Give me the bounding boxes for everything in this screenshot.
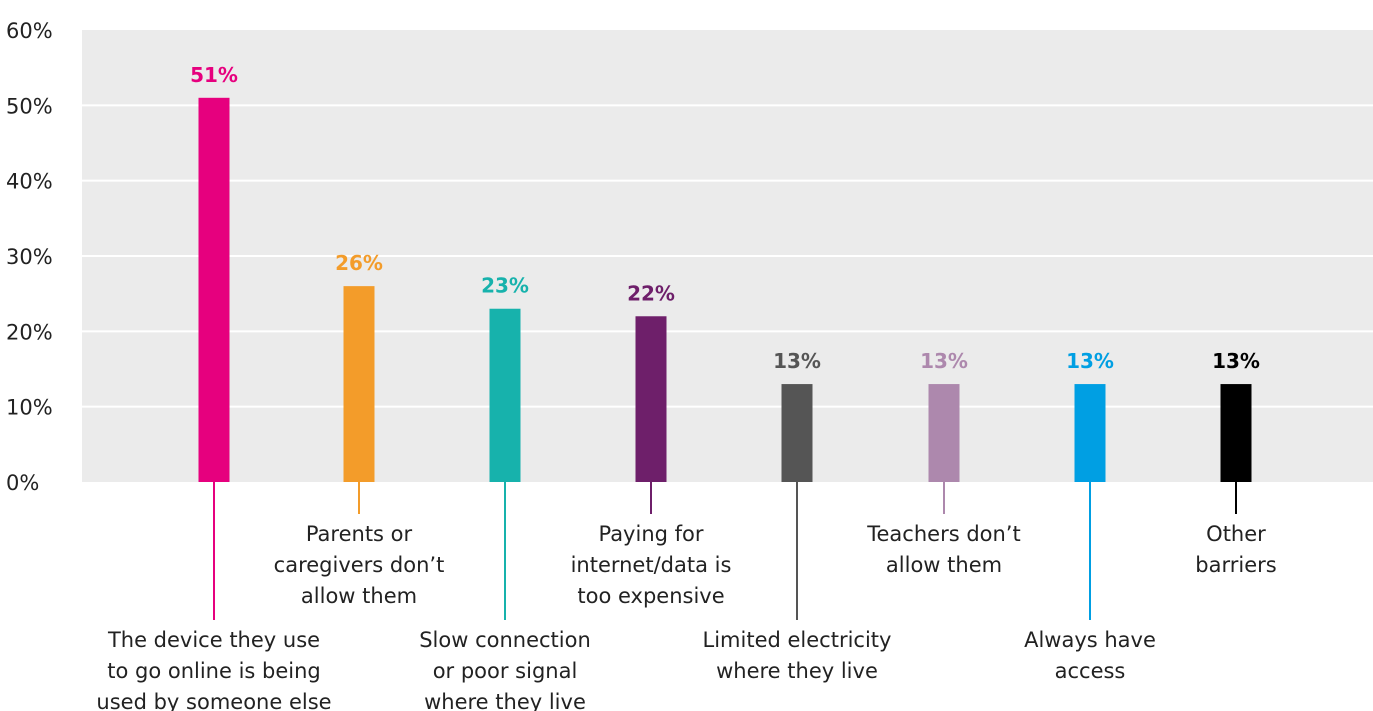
category-label: used by someone else: [96, 690, 331, 711]
y-tick-label: 30%: [6, 245, 53, 269]
bar: [635, 316, 667, 482]
category-label: allow them: [301, 584, 417, 608]
category-label: The device they use: [107, 628, 320, 652]
data-labels: 51% 26% 23% 22% 13% 13% 13% 13%: [190, 63, 1260, 373]
y-tick-label: 10%: [6, 396, 53, 420]
category-label: Paying for: [598, 522, 703, 546]
y-tick-label: 0%: [6, 471, 39, 495]
bar: [928, 384, 960, 482]
data-label: 23%: [481, 274, 529, 298]
category-label: where they live: [716, 659, 878, 683]
category-label: caregivers don’t: [274, 553, 445, 577]
category-label: to go online is being: [107, 659, 321, 683]
data-label: 26%: [335, 251, 383, 275]
gridlines: [82, 104, 1373, 408]
bar: [489, 308, 521, 482]
bar: [198, 97, 230, 483]
category-label: internet/data is: [571, 553, 732, 577]
bar: [781, 384, 813, 482]
category-label: Limited electricity: [703, 628, 892, 652]
y-axis-ticks: 0% 10% 20% 30% 40% 50% 60%: [6, 19, 53, 495]
category-label: or poor signal: [433, 659, 578, 683]
category-label: allow them: [886, 553, 1002, 577]
category-label: where they live: [424, 690, 586, 711]
category-label: barriers: [1195, 553, 1276, 577]
data-label: 22%: [627, 281, 675, 305]
data-label: 13%: [920, 349, 968, 373]
category-leader-lines: [213, 482, 1237, 620]
category-label: Other: [1206, 522, 1266, 546]
category-label: Slow connection: [419, 628, 591, 652]
y-tick-label: 20%: [6, 320, 53, 344]
y-tick-label: 50%: [6, 94, 53, 118]
category-label: Parents or: [306, 522, 413, 546]
bar: [1220, 384, 1252, 482]
y-tick-label: 40%: [6, 170, 53, 194]
category-label: access: [1055, 659, 1126, 683]
data-label: 13%: [1212, 349, 1260, 373]
y-tick-label: 60%: [6, 19, 53, 43]
category-label: Teachers don’t: [866, 522, 1020, 546]
bar: [1074, 384, 1106, 482]
category-label: Always have: [1024, 628, 1156, 652]
data-label: 51%: [190, 63, 238, 87]
category-label: too expensive: [577, 584, 724, 608]
bar: [343, 286, 375, 482]
category-labels: The device they use to go online is being…: [96, 522, 1276, 711]
bars: [198, 97, 1252, 483]
data-label: 13%: [1066, 349, 1114, 373]
data-label: 13%: [773, 349, 821, 373]
